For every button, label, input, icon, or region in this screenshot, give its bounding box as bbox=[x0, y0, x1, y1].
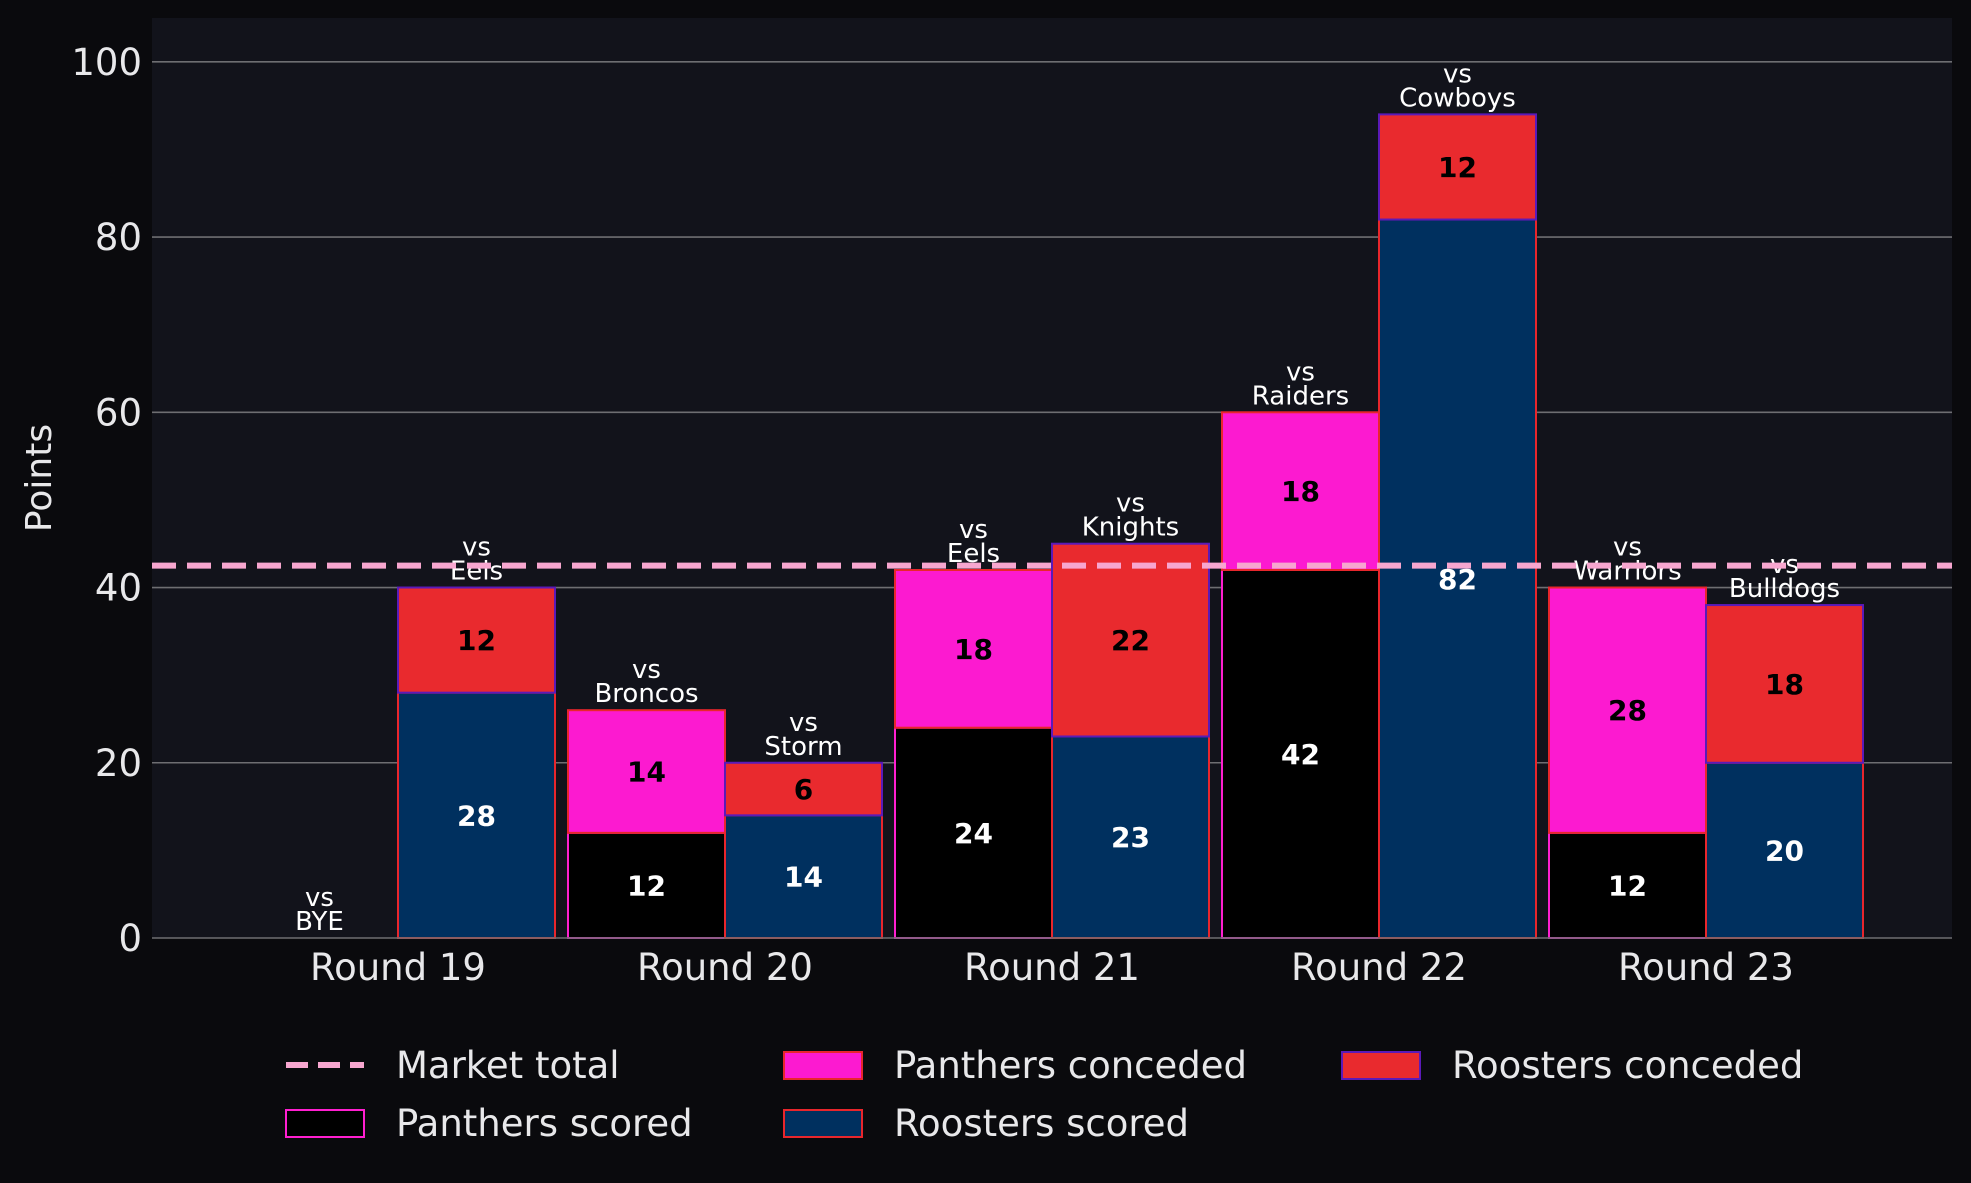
legend-label: Roosters conceded bbox=[1452, 1044, 1803, 1087]
panthers-conceded-value: 14 bbox=[627, 756, 666, 789]
x-tick-label: Round 21 bbox=[964, 946, 1140, 989]
roosters-scored-bar bbox=[1705, 761, 1864, 939]
panthers-opponent-name: BYE bbox=[295, 907, 344, 937]
legend-swatch bbox=[783, 1051, 863, 1080]
y-tick-label: 100 bbox=[71, 41, 142, 84]
panthers-conceded-value: 18 bbox=[954, 633, 993, 666]
panthers-opponent-prefix: vs bbox=[1613, 533, 1642, 563]
roosters-opponent-prefix: vs bbox=[789, 708, 818, 738]
bars bbox=[397, 113, 1864, 940]
x-tick-label: Round 20 bbox=[637, 946, 813, 989]
roosters-conceded-value: 22 bbox=[1111, 624, 1150, 657]
roosters-opponent-prefix: vs bbox=[462, 533, 491, 563]
panthers-scored-value: 24 bbox=[954, 817, 993, 850]
roosters-scored-value: 20 bbox=[1765, 834, 1804, 867]
roosters-opponent-name: Bulldogs bbox=[1729, 574, 1840, 604]
legend-label: Panthers scored bbox=[396, 1102, 693, 1145]
panthers-conceded-value: 18 bbox=[1281, 475, 1320, 508]
y-tick-label: 40 bbox=[95, 567, 142, 610]
panthers-opponent-name: Broncos bbox=[594, 679, 698, 709]
y-tick-label: 80 bbox=[95, 216, 142, 259]
roosters-conceded-value: 12 bbox=[1438, 151, 1477, 184]
y-tick-label: 60 bbox=[95, 391, 142, 434]
panthers-opponent-prefix: vs bbox=[1286, 357, 1315, 387]
x-tick-label: Round 22 bbox=[1291, 946, 1467, 989]
roosters-scored-value: 14 bbox=[784, 861, 823, 894]
x-tick-label: Round 19 bbox=[310, 946, 486, 989]
panthers-conceded-bar bbox=[1221, 411, 1380, 571]
panthers-conceded-value: 28 bbox=[1608, 694, 1647, 727]
roosters-scored-value: 28 bbox=[457, 799, 496, 832]
roosters-conceded-value: 12 bbox=[457, 624, 496, 657]
roosters-opponent-prefix: vs bbox=[1443, 59, 1472, 89]
panthers-scored-value: 12 bbox=[1608, 869, 1647, 902]
roosters-conceded-bar bbox=[724, 761, 883, 817]
roosters-opponent-name: Cowboys bbox=[1399, 83, 1516, 113]
roosters-opponent-name: Knights bbox=[1082, 513, 1179, 543]
y-axis-label: Points bbox=[19, 424, 60, 532]
legend-swatch bbox=[783, 1109, 863, 1138]
bar-labels: vsBYE1214vsBroncos2418vsEels4218vsRaider… bbox=[295, 59, 1840, 937]
roosters-scored-bar bbox=[1378, 218, 1537, 939]
roosters-conceded-bar bbox=[397, 586, 556, 694]
legend-swatch bbox=[1341, 1051, 1421, 1080]
roosters-conceded-value: 18 bbox=[1765, 668, 1804, 701]
legend-label: Roosters scored bbox=[894, 1102, 1189, 1145]
panthers-scored-bar bbox=[894, 726, 1053, 940]
roosters-conceded-bar bbox=[1051, 542, 1210, 738]
legend-swatch bbox=[285, 1109, 365, 1138]
y-tick-label: 20 bbox=[95, 742, 142, 785]
roosters-scored-value: 23 bbox=[1111, 821, 1150, 854]
panthers-conceded-bar bbox=[567, 709, 726, 834]
roosters-opponent-name: Eels bbox=[450, 557, 503, 587]
roosters-conceded-value: 6 bbox=[794, 773, 813, 806]
roosters-opponent-prefix: vs bbox=[1116, 489, 1145, 519]
roosters-opponent-name: Storm bbox=[764, 732, 842, 762]
panthers-opponent-prefix: vs bbox=[959, 515, 988, 545]
panthers-scored-bar bbox=[567, 831, 726, 939]
legend: Market total Panthers scored Panthers conc… bbox=[285, 1044, 1803, 1145]
panthers-opponent-prefix: vs bbox=[305, 883, 334, 913]
panthers-opponent-prefix: vs bbox=[632, 655, 661, 685]
roosters-scored-bar bbox=[724, 814, 883, 939]
roosters-scored-bar bbox=[1051, 735, 1210, 939]
panthers-scored-value: 42 bbox=[1281, 738, 1320, 771]
roosters-conceded-bar bbox=[1705, 604, 1864, 764]
y-tick-label: 0 bbox=[118, 917, 142, 960]
panthers-conceded-bar bbox=[1548, 586, 1707, 834]
legend-label: Panthers conceded bbox=[894, 1044, 1247, 1087]
roosters-conceded-bar bbox=[1378, 113, 1537, 221]
panthers-scored-value: 12 bbox=[627, 869, 666, 902]
panthers-opponent-name: Warriors bbox=[1573, 557, 1681, 587]
legend-label: Market total bbox=[396, 1044, 620, 1087]
panthers-opponent-name: Raiders bbox=[1252, 381, 1349, 411]
axes: 0 20 40 60 80 100 Round 19 Round 20 Round 21 Roun… bbox=[71, 41, 1952, 989]
x-tick-label: Round 23 bbox=[1618, 946, 1794, 989]
